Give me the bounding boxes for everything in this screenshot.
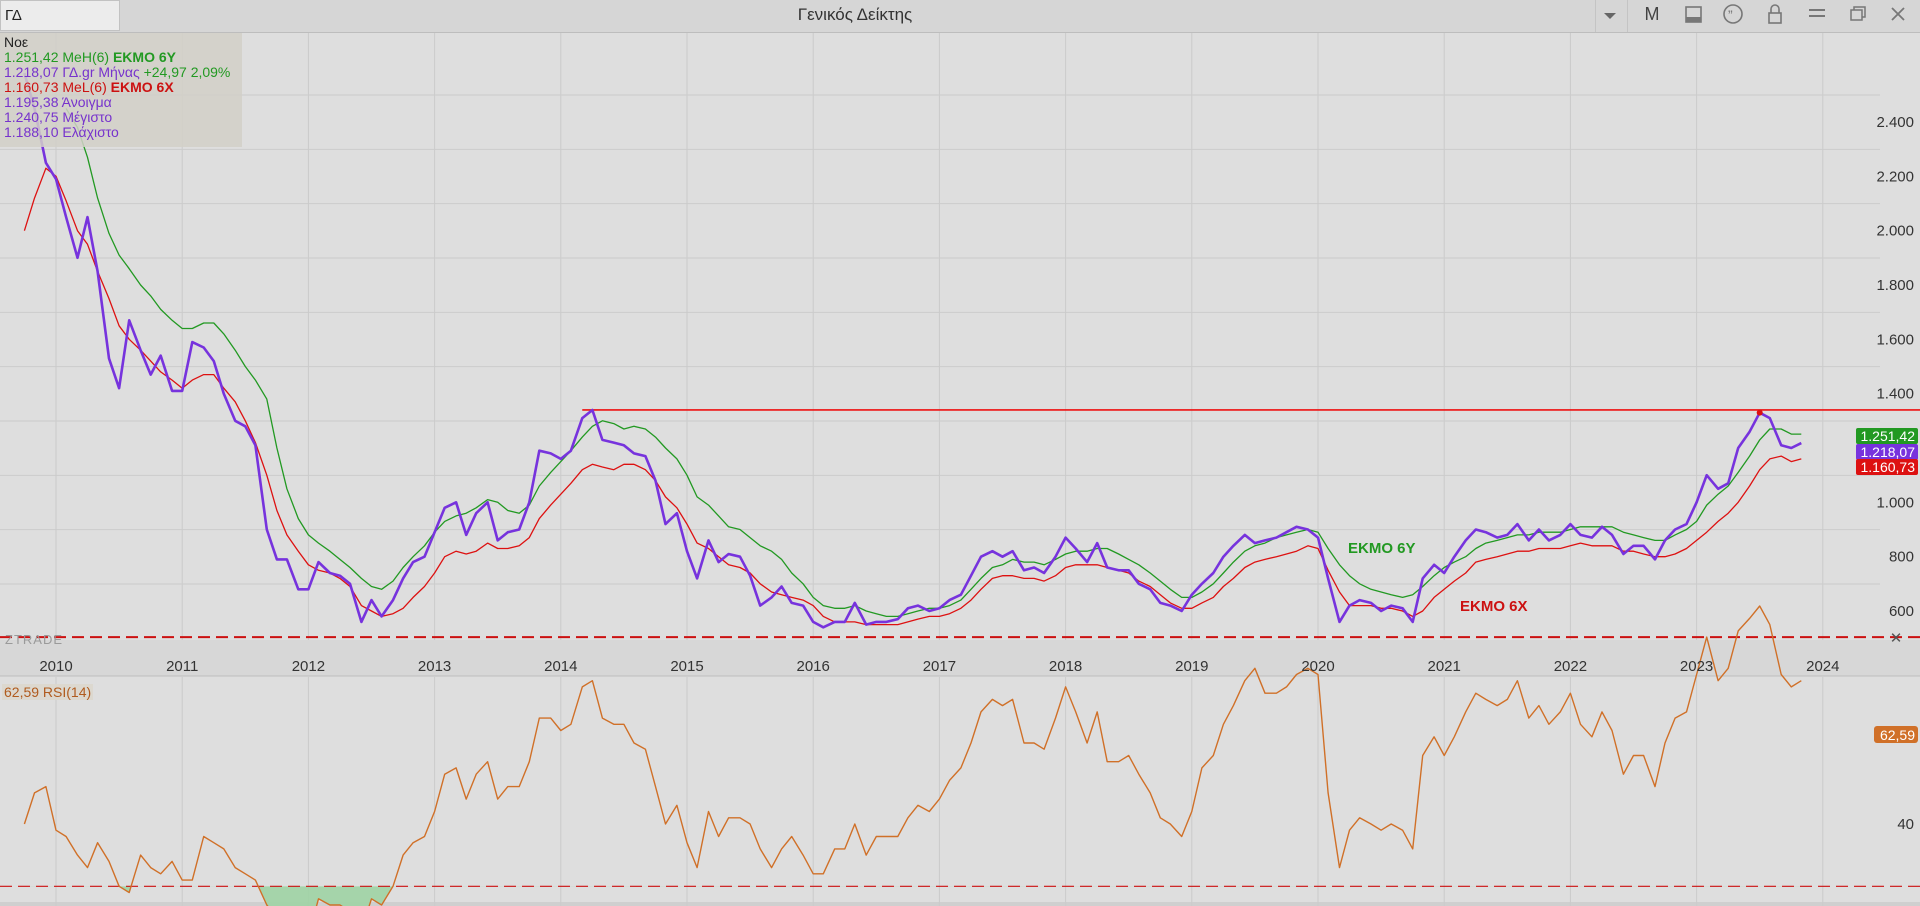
rsi-oversold-fill xyxy=(24,886,1802,906)
y-tick-label: 2.200 xyxy=(1876,168,1914,185)
ema-high-badge xyxy=(1856,428,1918,444)
rsi-plot xyxy=(0,605,1920,906)
ema-low-badge-text: 1.160,73 xyxy=(1861,459,1916,475)
grid-lines xyxy=(0,33,1920,906)
rsi-y-tick-label: 40 xyxy=(1897,816,1914,833)
x-tick-label: 2014 xyxy=(544,658,577,675)
x-tick-label: 2020 xyxy=(1301,658,1334,675)
x-axis-band xyxy=(0,640,1920,676)
x-tick-label: 2013 xyxy=(418,658,451,675)
rsi-close-icon[interactable]: ✕ xyxy=(1890,630,1903,647)
rsi-badge-text: 62,59 xyxy=(1880,727,1915,743)
ema-low-annotation: ΕΚΜΟ 6Χ xyxy=(1460,598,1528,615)
x-tick-label: 2021 xyxy=(1428,658,1461,675)
x-tick-label: 2017 xyxy=(923,658,956,675)
period-button[interactable]: M xyxy=(1644,4,1660,24)
ema-low-badge xyxy=(1856,459,1918,475)
price-badge xyxy=(1856,444,1918,460)
x-tick-label: 2022 xyxy=(1554,658,1587,675)
x-tick-label: 2019 xyxy=(1175,658,1208,675)
y-tick-label: 1.800 xyxy=(1876,277,1914,294)
y-tick-label: 2.000 xyxy=(1876,223,1914,240)
x-tick-label: 2016 xyxy=(797,658,830,675)
rsi-legend: 62,59 RSI(14) xyxy=(2,684,94,700)
axes: 2010 2011 2012 2013 2014 2015 2016 2017 2018 2019… xyxy=(39,114,1918,833)
legend-price: 1.218,07 ΓΔ.gr Μήνας +24,97 2,09% xyxy=(4,64,231,80)
legend-ema-high: 1.251,42 MeH(6) ΕΚΜΟ 6Υ xyxy=(4,49,176,65)
data-legend: Νοε 1.251,42 MeH(6) ΕΚΜΟ 6Υ 1.218,07 ΓΔ.… xyxy=(0,33,242,147)
toolbar-divider xyxy=(1595,0,1596,32)
price-badge-text: 1.218,07 xyxy=(1861,444,1916,460)
rsi-series-line xyxy=(23,605,1802,906)
price-plot xyxy=(23,72,1920,629)
y-tick-label: 1.600 xyxy=(1876,331,1914,348)
toolbar-divider xyxy=(1627,0,1628,32)
ema-high-badge-text: 1.251,42 xyxy=(1861,428,1916,444)
legend-low: 1.188,10 Ελάχιστο xyxy=(4,124,119,140)
bottom-scroll-strip xyxy=(0,902,1920,906)
chart-title: Γενικός Δείκτης xyxy=(797,5,913,24)
y-tick-label: 1.400 xyxy=(1876,386,1914,403)
lock-icon[interactable] xyxy=(1760,0,1790,32)
title-bar: ΓΔ Γενικός Δείκτης M ” xyxy=(0,0,1920,33)
peak-marker xyxy=(1756,409,1763,416)
y-tick-label: 800 xyxy=(1889,549,1914,566)
x-tick-label: 2018 xyxy=(1049,658,1082,675)
watermark: ZTRADE xyxy=(5,632,63,647)
panel-icon[interactable] xyxy=(1678,0,1708,32)
chevron-down-icon[interactable] xyxy=(1595,0,1625,32)
legend-date: Νοε xyxy=(4,34,29,50)
x-tick-label: 2011 xyxy=(166,658,198,675)
legend-high: 1.240,75 Μέγιστο xyxy=(4,109,113,125)
x-tick-label: 2023 xyxy=(1680,658,1713,675)
restore-icon[interactable] xyxy=(1843,0,1873,32)
x-tick-label: 2012 xyxy=(292,658,325,675)
x-tick-label: 2015 xyxy=(670,658,703,675)
menu-icon[interactable] xyxy=(1802,0,1832,32)
legend-open: 1.195,38 Άνοιγμα xyxy=(4,94,112,110)
y-tick-label: 1.000 xyxy=(1876,494,1914,511)
quote-icon[interactable]: ” xyxy=(1718,0,1748,32)
legend-ema-low: 1.160,73 MeL(6) ΕΚΜΟ 6Χ xyxy=(4,79,174,95)
y-tick-label: 2.400 xyxy=(1876,114,1914,131)
y-tick-label: 600 xyxy=(1889,603,1914,620)
ema-high-series-line xyxy=(65,108,1802,618)
ema-low-series-line xyxy=(23,167,1802,626)
ema-high-annotation: ΕΚΜΟ 6Υ xyxy=(1348,540,1416,557)
rsi-badge xyxy=(1874,726,1918,743)
symbol-input[interactable]: ΓΔ xyxy=(0,0,120,31)
x-tick-label: 2024 xyxy=(1806,658,1839,675)
close-icon[interactable] xyxy=(1883,0,1913,32)
svg-text:”: ” xyxy=(1728,7,1733,23)
x-tick-label: 2010 xyxy=(39,658,72,675)
price-series-line xyxy=(23,72,1802,629)
